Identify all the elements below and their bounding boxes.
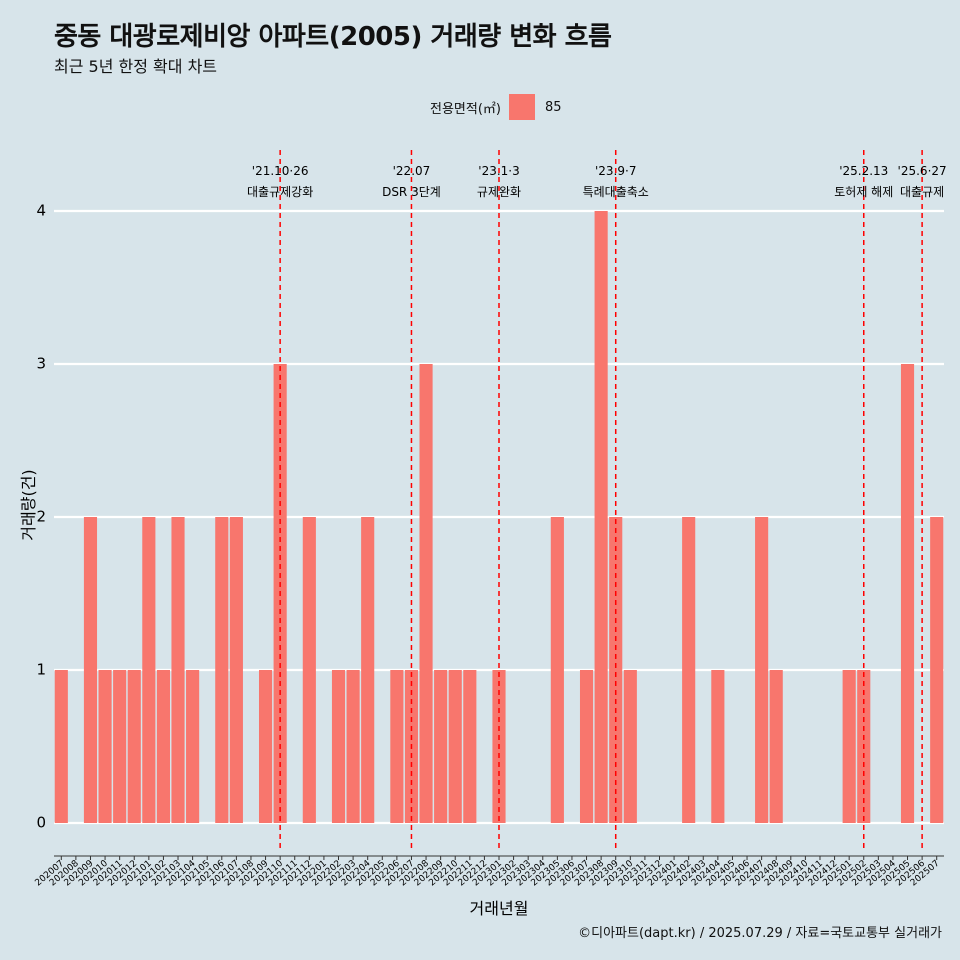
y-axis-ticks: 0 1 2 3 4 xyxy=(36,202,46,832)
bar xyxy=(594,211,608,823)
bar xyxy=(550,517,564,823)
bar xyxy=(127,670,141,823)
legend-swatch xyxy=(508,94,535,120)
event-name-label: 규제완화 xyxy=(477,185,521,199)
bar xyxy=(83,517,98,823)
bar xyxy=(98,670,112,823)
bar xyxy=(156,670,170,823)
bar xyxy=(171,517,185,823)
bar xyxy=(229,517,243,823)
bar xyxy=(142,517,156,823)
bar xyxy=(419,364,433,823)
bar xyxy=(930,517,944,823)
bar xyxy=(258,670,273,823)
event-name-label: 특례대출축소 xyxy=(583,185,649,199)
event-name-label: DSR 3단계 xyxy=(382,185,441,199)
y-tick-label: 4 xyxy=(36,202,46,220)
event-date-label: '25.2.13 xyxy=(839,164,888,178)
bar xyxy=(623,670,637,823)
bar xyxy=(361,517,375,823)
legend-label: 85 xyxy=(544,99,562,115)
bar xyxy=(331,670,346,823)
legend-title: 전용면적(㎡) xyxy=(430,101,501,117)
event-name-label: 대출규제강화 xyxy=(247,185,313,199)
bar xyxy=(769,670,783,823)
bar xyxy=(900,364,915,823)
bar xyxy=(302,517,316,823)
bars xyxy=(54,211,944,823)
event-date-label: '23.9·7 xyxy=(595,164,636,178)
bar xyxy=(579,670,594,823)
chart-title: 중동 대광로제비앙 아파트(2005) 거래량 변화 흐름 xyxy=(54,22,612,52)
event-date-label: '25.6·27 xyxy=(898,164,947,178)
event-name-label: 대출규제 xyxy=(900,185,944,199)
bar xyxy=(755,517,769,823)
bar xyxy=(609,517,623,823)
y-tick-label: 0 xyxy=(36,814,46,832)
event-date-label: '21.10·26 xyxy=(252,164,309,178)
bar xyxy=(186,670,200,823)
event-date-label: '23.1·3 xyxy=(478,164,519,178)
x-axis-title: 거래년월 xyxy=(470,899,529,918)
y-tick-label: 2 xyxy=(36,508,46,526)
y-tick-label: 3 xyxy=(36,355,46,373)
event-lines: '21.10·26 대출규제강화 '22.07 DSR 3단계 '23.1·3 규제완화 '… xyxy=(247,150,947,850)
bar xyxy=(842,670,856,823)
bar xyxy=(346,670,360,823)
bar xyxy=(711,670,725,823)
y-tick-label: 1 xyxy=(36,661,46,679)
bar xyxy=(434,670,448,823)
bar xyxy=(54,670,68,823)
event-name-label: 토허제 해제 xyxy=(834,185,893,199)
event-date-label: '22.07 xyxy=(393,164,431,178)
x-axis: 2020072020082020092020102020112020122021… xyxy=(33,855,944,888)
bar xyxy=(390,670,404,823)
legend: 전용면적(㎡) 85 xyxy=(430,94,562,120)
y-axis-title: 거래량(건) xyxy=(19,469,38,540)
bar xyxy=(448,670,462,823)
bar xyxy=(463,670,477,823)
bar xyxy=(682,517,696,823)
source-caption: ©디아파트(dapt.kr) / 2025.07.29 / 자료=국토교통부 실… xyxy=(578,926,942,941)
chart-subtitle: 최근 5년 한정 확대 차트 xyxy=(54,57,218,76)
bar xyxy=(113,670,127,823)
bar xyxy=(215,517,229,823)
